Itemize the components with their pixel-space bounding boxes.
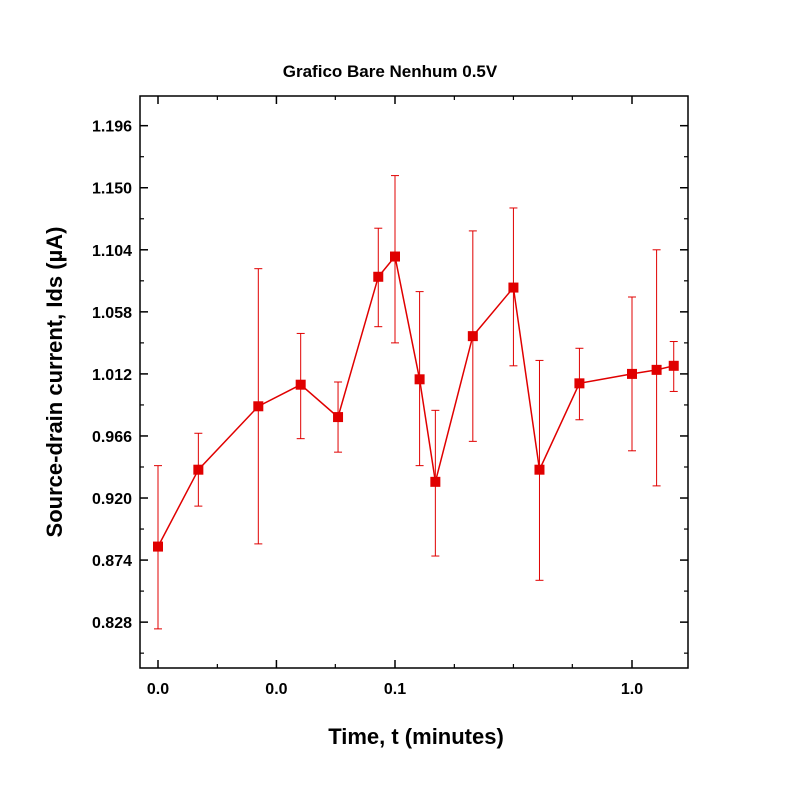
data-point (153, 541, 163, 552)
y-tick-label: 1.012 (92, 367, 132, 384)
data-point (534, 464, 545, 475)
data-point (295, 379, 306, 390)
x-tick-labels: 0.0 0.0 0.1 1.0 (147, 681, 643, 698)
y-tick-labels: 0.828 0.874 0.920 0.966 1.012 1.058 1.104 1.150… (92, 119, 132, 632)
data-point (373, 271, 384, 282)
y-tick-label: 0.966 (92, 429, 132, 446)
data-point (574, 378, 585, 389)
data-point (253, 401, 264, 412)
data-point (333, 412, 344, 423)
series-line (157, 254, 674, 547)
error-bars (154, 175, 678, 630)
data-point (668, 360, 679, 371)
data-point (430, 476, 441, 487)
y-tick-label: 0.920 (92, 491, 132, 508)
y-tick-label: 1.196 (92, 119, 132, 136)
y-tick-label: 1.104 (92, 243, 132, 260)
plot-frame (139, 95, 689, 669)
y-tick-label: 1.058 (92, 305, 132, 322)
data-point (193, 464, 204, 475)
data-markers (153, 251, 679, 552)
data-point (414, 374, 425, 385)
data-point (651, 364, 662, 375)
y-tick-label: 0.874 (92, 553, 132, 570)
data-point (627, 368, 637, 379)
data-point (467, 331, 478, 342)
x-axis-title: Time, t (minutes) (328, 724, 504, 749)
x-tick-label: 0.0 (265, 681, 287, 698)
y-axis-title: Source-drain current, Ids (µA) (42, 227, 67, 538)
y-tick-label: 1.150 (92, 181, 132, 198)
chart-title: Grafico Bare Nenhum 0.5V (283, 62, 498, 81)
data-point (508, 282, 519, 293)
y-tick-label: 0.828 (92, 615, 132, 632)
axis-ticks (140, 96, 688, 668)
x-tick-label: 0.0 (147, 681, 169, 698)
x-tick-label: 1.0 (621, 681, 643, 698)
data-point (390, 251, 400, 262)
x-tick-label: 0.1 (384, 681, 406, 698)
